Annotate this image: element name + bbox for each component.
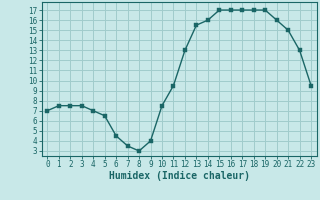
X-axis label: Humidex (Indice chaleur): Humidex (Indice chaleur) <box>109 171 250 181</box>
